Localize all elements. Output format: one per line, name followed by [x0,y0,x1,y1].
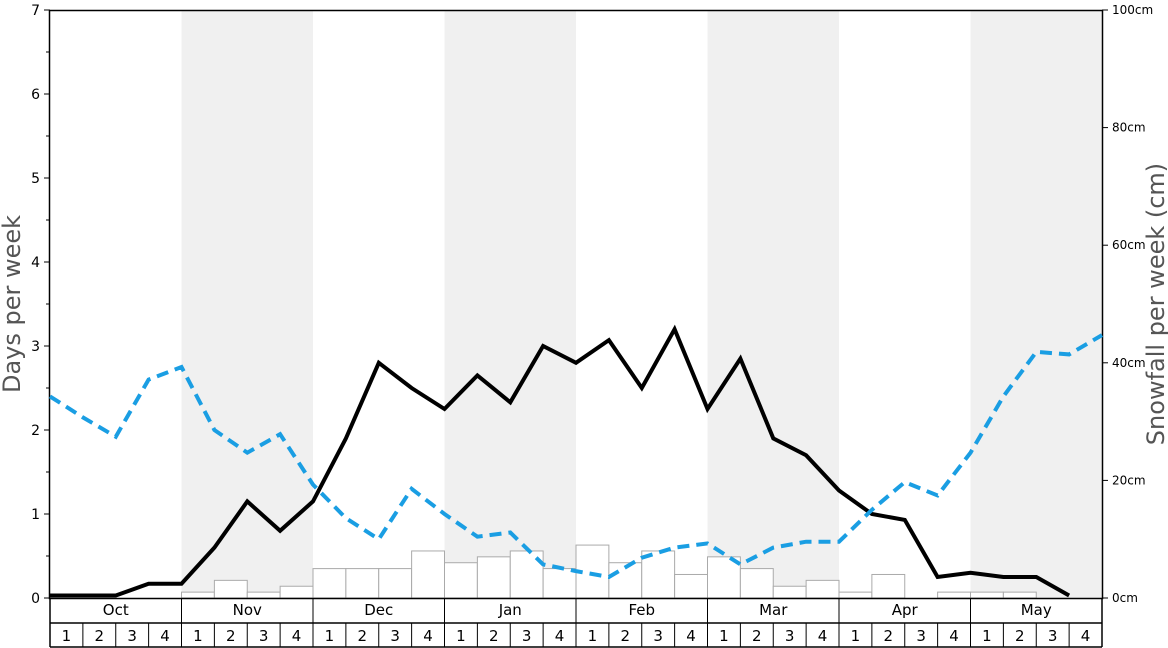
week-label: 3 [916,627,926,645]
shaded-month-bands [181,10,1102,598]
snowfall-bar [411,550,445,599]
shade-may [970,10,1102,598]
week-label: 4 [818,627,828,645]
month-label-dec: Dec [364,601,393,619]
week-label: 4 [423,627,433,645]
week-label: 3 [522,627,532,645]
week-label: 2 [752,627,762,645]
snowfall-bar [213,579,248,599]
y-tick-label: 2 [31,423,40,439]
snowfall-bar [542,568,577,599]
week-label: 2 [358,627,368,645]
snowfall-bar [312,568,347,599]
month-label-may: May [1021,601,1052,619]
y2-tick-label: 80cm [1112,121,1146,135]
week-label: 1 [719,627,729,645]
month-label-oct: Oct [103,601,129,619]
snowfall-bar [279,585,314,599]
month-label-mar: Mar [759,601,788,619]
week-label: 3 [390,627,400,645]
snowfall-bar [739,568,774,599]
week-label: 4 [949,627,959,645]
series-line-solid [50,324,1071,598]
week-label: 2 [95,627,105,645]
week-label: 1 [982,627,992,645]
week-label: 2 [884,627,894,645]
series-line-dashed [48,333,1104,580]
week-label: 1 [193,627,203,645]
right-axis: 0cm 20cm 40cm 60cm 80cm 100cm [1102,3,1153,605]
snowfall-bar [181,591,215,599]
week-label: 3 [653,627,663,645]
month-label-feb: Feb [628,601,655,619]
week-label: 1 [851,627,861,645]
month-label-nov: Nov [233,601,262,619]
snowfall-bar [1002,591,1037,599]
week-label: 3 [785,627,795,645]
week-label: 2 [1015,627,1025,645]
y-tick-label: 3 [31,339,40,355]
shade-nov [181,10,313,598]
week-label: 2 [489,627,499,645]
snowfall-bar [970,591,1004,599]
snowfall-bar [871,573,906,599]
week-label: 4 [686,627,696,645]
y-tick-label: 5 [31,171,40,187]
snowfall-bar [476,556,511,599]
month-label-jan: Jan [498,601,522,619]
week-label: 4 [555,627,565,645]
shade-jan [444,10,576,598]
snowfall-bar [707,556,741,599]
y-tick-label: 1 [31,507,40,523]
snowfall-bar [772,585,807,599]
snowfall-bar [838,591,873,599]
month-label-apr: Apr [892,601,919,619]
y-tick-label: 6 [31,87,40,103]
left-axis: 0 1 2 3 4 5 6 7 [31,3,50,607]
series-lines [48,324,1104,598]
y-tick-label: 0 [31,591,40,607]
snowfall-bar [641,550,676,599]
shade-mar [707,10,839,598]
snowfall-bar [345,568,380,599]
week-label: 4 [160,627,170,645]
y-tick-label: 7 [31,3,40,19]
week-label: 1 [325,627,335,645]
week-label: 3 [127,627,137,645]
snowfall-bars [181,544,1037,599]
snowfall-bar [378,568,413,599]
y2-tick-label: 40cm [1112,356,1146,370]
week-label: 1 [588,627,598,645]
week-label: 1 [456,627,466,645]
week-label: 4 [1081,627,1091,645]
snowfall-bar [246,591,281,599]
week-label: 4 [292,627,302,645]
y2-tick-label: 100cm [1112,3,1153,17]
y2-tick-label: 60cm [1112,238,1146,252]
week-label: 3 [259,627,269,645]
y-axis-label: Days per week [0,215,26,393]
snowfall-bar [937,591,971,599]
week-label: 2 [621,627,631,645]
snowfall-bar [444,562,478,599]
week-label: 3 [1048,627,1058,645]
week-label: 2 [226,627,236,645]
y2-tick-label: 20cm [1112,473,1146,487]
week-label: 1 [62,627,72,645]
month-week-axis: Oct 1 2 3 4 Nov 1 2 3 4 Dec 1 2 3 4 Jan 1 2 3 4 Feb 1 2 3 4 Mar 1 2… [49,598,1103,648]
snowfall-bar [805,579,840,599]
snowfall-bar [674,573,708,599]
y-tick-label: 4 [31,255,40,271]
y2-tick-label: 0cm [1112,591,1138,605]
y2-axis-label: Snowfall per week (cm) [1142,163,1168,445]
